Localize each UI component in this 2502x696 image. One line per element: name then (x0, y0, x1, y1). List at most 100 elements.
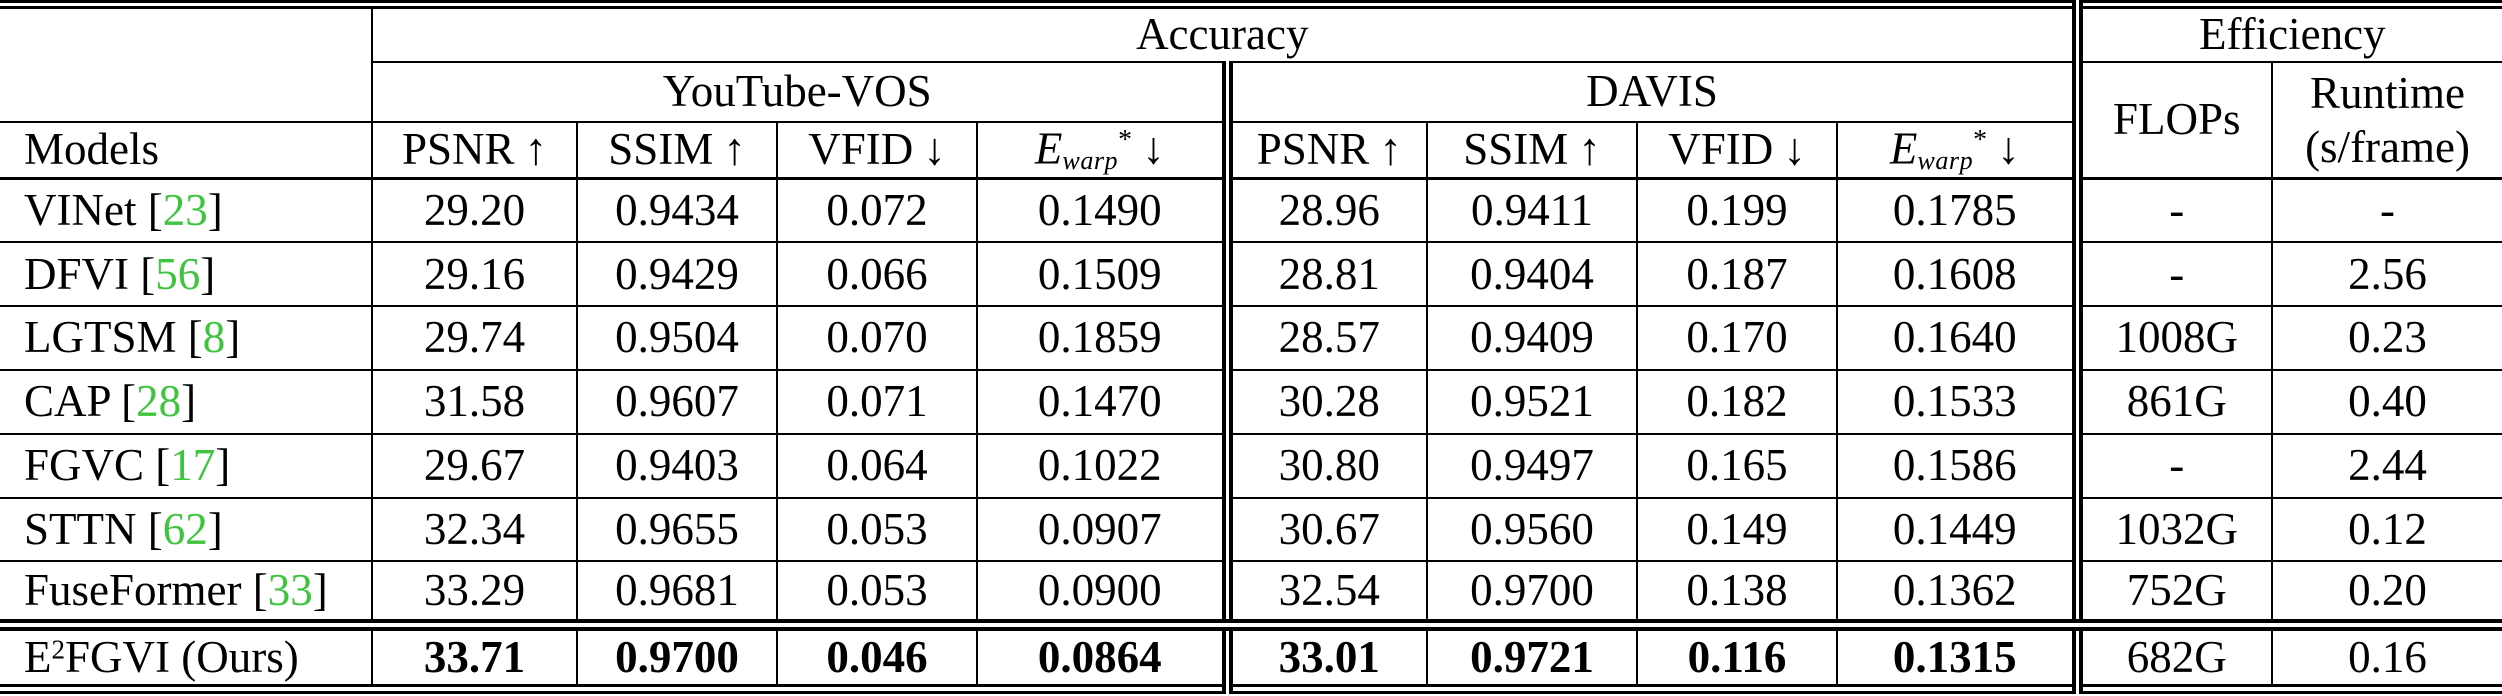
metric-header-vfid-davis: VFID ↓ (1636, 121, 1837, 180)
flops-value: 1008G (2071, 306, 2273, 371)
header-row-metrics: Models PSNR ↑ SSIM ↑ VFID ↓ Ewarp* ↓ PSNR ↑ S… (0, 121, 2502, 180)
youtube-vos-value: 29.67 (371, 433, 577, 499)
davis-value: 0.9560 (1426, 497, 1637, 563)
davis-value: 0.182 (1636, 369, 1837, 435)
flops-value: 682G (2071, 625, 2273, 694)
davis-value: 0.1586 (1835, 433, 2078, 499)
metric-header-ssim-davis: SSIM ↑ (1426, 121, 1637, 180)
youtube-vos-value: 0.1859 (976, 306, 1227, 371)
metric-label: VFID (808, 124, 914, 175)
model-name-cell: FuseFormer [33] (0, 561, 372, 632)
youtube-vos-value: 0.9681 (576, 561, 777, 632)
metric-label: VFID (1668, 124, 1774, 175)
citation-bracket: [ (109, 376, 137, 427)
youtube-vos-value: 0.066 (776, 242, 977, 308)
youtube-vos-value: 0.1470 (976, 369, 1227, 435)
citation-bracket: ] (225, 312, 241, 363)
davis-header: DAVIS (1221, 61, 2078, 123)
flops-value: 861G (2071, 369, 2273, 435)
youtube-vos-value: 0.053 (776, 561, 977, 632)
davis-value: 0.9497 (1426, 433, 1637, 499)
metric-header-psnr-yt: PSNR ↑ (371, 121, 577, 180)
davis-value: 30.28 (1221, 369, 1427, 435)
davis-value: 0.1533 (1835, 369, 2078, 435)
runtime-value: 0.16 (2271, 625, 2502, 694)
citation-bracket: [ (129, 248, 156, 299)
model-name-superscript: 2 (51, 634, 66, 665)
flops-header: FLOPs (2071, 61, 2273, 180)
model-name: LGTSM (24, 312, 177, 363)
citation-bracket: [ (144, 440, 171, 491)
up-arrow-icon: ↑ (723, 124, 746, 175)
runtime-header-line1: Runtime (2310, 67, 2466, 118)
runtime-value: 2.44 (2271, 433, 2502, 499)
model-name-cell: FGVC [17] (0, 433, 372, 499)
model-name-cell: VINet [23] (0, 178, 372, 244)
youtube-vos-value: 0.9434 (576, 178, 777, 244)
davis-value: 28.57 (1221, 306, 1427, 371)
up-arrow-icon: ↑ (524, 124, 548, 175)
davis-value: 0.9409 (1426, 306, 1637, 371)
youtube-vos-value: 32.34 (371, 497, 577, 563)
davis-value: 28.96 (1221, 178, 1427, 244)
down-arrow-icon: ↓ (923, 124, 946, 175)
metric-subscript: warp (1917, 146, 1974, 176)
citation-bracket: [ (176, 312, 203, 363)
table-row: VINet [23] 29.20 0.9434 0.072 0.1490 28.96 0.9… (0, 178, 2502, 244)
table-row: E2FGVI (Ours) 33.71 0.9700 0.046 0.0864 33.01… (0, 625, 2502, 694)
metric-label: PSNR (1256, 124, 1370, 175)
runtime-value: 0.40 (2271, 369, 2502, 435)
youtube-vos-header: YouTube-VOS (371, 61, 1227, 123)
corner-empty-cell (0, 0, 372, 123)
youtube-vos-value: 31.58 (371, 369, 577, 435)
table-row: FuseFormer [33] 33.29 0.9681 0.053 0.0900 32.… (0, 561, 2502, 632)
model-name: CAP (24, 376, 110, 427)
model-name: FGVC (24, 440, 145, 491)
youtube-vos-value: 0.0900 (976, 561, 1227, 632)
youtube-vos-value: 0.9504 (576, 306, 777, 371)
youtube-vos-value: 0.070 (776, 306, 977, 371)
youtube-vos-value: 0.0864 (976, 625, 1227, 694)
davis-value: 0.199 (1636, 178, 1837, 244)
youtube-vos-value: 0.1490 (976, 178, 1227, 244)
down-arrow-icon: ↓ (1142, 123, 1165, 174)
davis-value: 0.1608 (1835, 242, 2078, 308)
davis-value: 0.149 (1636, 497, 1837, 563)
citation-bracket: [ (241, 565, 268, 616)
table-body: VINet [23] 29.20 0.9434 0.072 0.1490 28.96 0.9… (0, 178, 2502, 694)
youtube-vos-value: 0.064 (776, 433, 977, 499)
youtube-vos-value: 0.071 (776, 369, 977, 435)
youtube-vos-value: 33.71 (371, 625, 577, 694)
davis-value: 28.81 (1221, 242, 1427, 308)
runtime-header-line2: (s/frame) (2305, 121, 2470, 172)
davis-value: 0.1640 (1835, 306, 2078, 371)
metric-header-ssim-yt: SSIM ↑ (576, 121, 777, 180)
model-name: E (24, 631, 52, 682)
runtime-value: 0.23 (2271, 306, 2502, 371)
runtime-value: 2.56 (2271, 242, 2502, 308)
davis-value: 0.9521 (1426, 369, 1637, 435)
table-row: FGVC [17] 29.67 0.9403 0.064 0.1022 30.80 0.94… (0, 433, 2502, 499)
citation-number: 8 (202, 312, 226, 363)
youtube-vos-value: 29.74 (371, 306, 577, 371)
model-name-cell: STTN [62] (0, 497, 372, 563)
davis-value: 0.9404 (1426, 242, 1637, 308)
citation-bracket: ] (312, 565, 328, 616)
davis-value: 0.9411 (1426, 178, 1637, 244)
metric-label: E (1034, 123, 1063, 174)
youtube-vos-value: 0.9429 (576, 242, 777, 308)
davis-value: 0.165 (1636, 433, 1837, 499)
table-row: STTN [62] 32.34 0.9655 0.053 0.0907 30.67 0.95… (0, 497, 2502, 563)
table-row: LGTSM [8] 29.74 0.9504 0.070 0.1859 28.57 0.94… (0, 306, 2502, 371)
metric-header-ewarp-yt: Ewarp* ↓ (976, 121, 1227, 180)
table-row: DFVI [56] 29.16 0.9429 0.066 0.1509 28.81 0.94… (0, 242, 2502, 308)
asterisk-superscript: * (1118, 124, 1133, 156)
model-name: DFVI (24, 248, 130, 299)
citation-number: 56 (155, 248, 201, 299)
citation-number: 28 (136, 376, 182, 427)
metric-header-vfid-yt: VFID ↓ (776, 121, 977, 180)
citation-bracket: ] (215, 440, 231, 491)
youtube-vos-value: 0.0907 (976, 497, 1227, 563)
